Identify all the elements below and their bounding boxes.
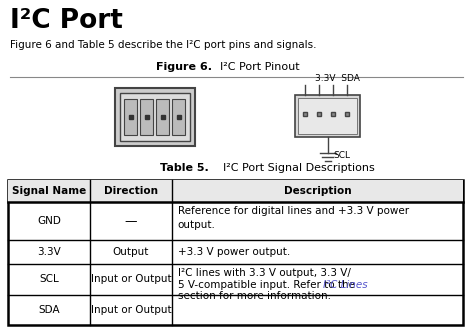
- Text: section for more information.: section for more information.: [178, 291, 331, 301]
- Bar: [8, 180, 463, 325]
- Bar: [140, 99, 153, 135]
- Bar: [120, 93, 190, 141]
- Text: SCL: SCL: [39, 274, 59, 284]
- Bar: [8, 180, 463, 202]
- Text: Table 5.: Table 5.: [159, 163, 216, 173]
- Text: Description: Description: [284, 186, 351, 196]
- Text: I²C Port: I²C Port: [10, 8, 123, 34]
- Text: I²C Port Signal Descriptions: I²C Port Signal Descriptions: [216, 163, 375, 173]
- Text: Input or Output: Input or Output: [90, 274, 171, 284]
- Text: +3.3 V power output.: +3.3 V power output.: [178, 247, 290, 257]
- Bar: [115, 88, 195, 146]
- Text: SDA: SDA: [38, 305, 60, 315]
- Text: Figure 6.: Figure 6.: [156, 62, 220, 72]
- Text: I²C Port Pinout: I²C Port Pinout: [220, 62, 299, 72]
- Text: —: —: [124, 215, 137, 228]
- Bar: [172, 99, 185, 135]
- Text: Reference for digital lines and +3.3 V power
output.: Reference for digital lines and +3.3 V p…: [178, 206, 409, 230]
- Text: Signal Name: Signal Name: [12, 186, 86, 196]
- Text: 3.3V  SDA: 3.3V SDA: [315, 74, 360, 83]
- Text: Figure 6 and Table 5 describe the I²C port pins and signals.: Figure 6 and Table 5 describe the I²C po…: [10, 40, 316, 50]
- Text: 5 V-compatible input. Refer to the: 5 V-compatible input. Refer to the: [178, 280, 358, 290]
- Bar: [124, 99, 137, 135]
- Text: Input or Output: Input or Output: [90, 305, 171, 315]
- Text: GND: GND: [37, 216, 61, 226]
- Text: Direction: Direction: [104, 186, 158, 196]
- Bar: [298, 98, 357, 134]
- Bar: [295, 95, 360, 137]
- Text: SCL: SCL: [333, 150, 350, 160]
- Text: I²C Lines: I²C Lines: [323, 280, 368, 290]
- Bar: [156, 99, 169, 135]
- Text: I²C lines with 3.3 V output, 3.3 V/: I²C lines with 3.3 V output, 3.3 V/: [178, 268, 350, 278]
- Text: Output: Output: [113, 247, 149, 257]
- Text: 3.3V: 3.3V: [37, 247, 61, 257]
